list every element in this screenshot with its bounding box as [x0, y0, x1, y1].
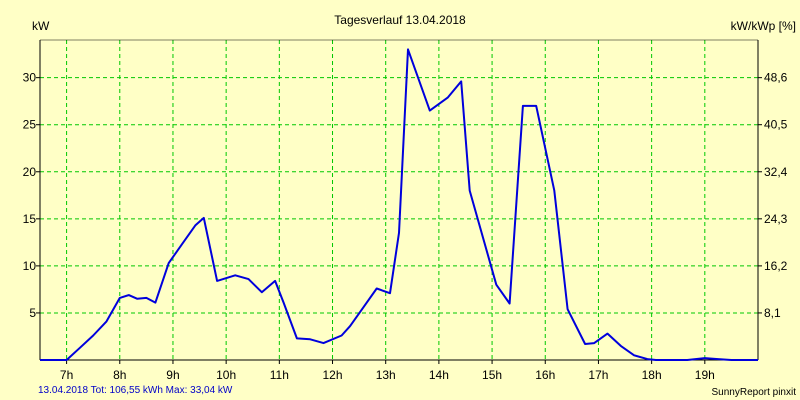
- x-tick-label: 9h: [166, 368, 179, 382]
- axes: [36, 39, 762, 364]
- y-tick-label-right: 40,5: [764, 118, 788, 132]
- plot-area: [40, 40, 758, 360]
- x-tick-label: 12h: [323, 368, 343, 382]
- y-tick-label-right: 24,3: [764, 212, 788, 226]
- y-tick-label-right: 8,1: [764, 306, 781, 320]
- y-axis-left-label: kW: [32, 19, 50, 33]
- x-tick-label: 10h: [216, 368, 236, 382]
- grid: [40, 40, 758, 360]
- x-tick-label: 7h: [60, 368, 73, 382]
- y-tick-label-right: 32,4: [764, 165, 788, 179]
- y-axis-right-label: kW/kWp [%]: [731, 19, 796, 33]
- x-tick-label: 16h: [535, 368, 555, 382]
- x-tick-label: 13h: [376, 368, 396, 382]
- series-layer: [40, 48, 758, 361]
- y-tick-label-left: 15: [23, 212, 37, 226]
- x-tick-label: 8h: [113, 368, 126, 382]
- x-tick-label: 18h: [642, 368, 662, 382]
- footer-credit: SunnyReport pinxit: [712, 387, 797, 398]
- y-tick-label-right: 48,6: [764, 71, 788, 85]
- power-series-line: [40, 48, 758, 361]
- plot-background: [40, 40, 758, 360]
- y-tick-label-left: 25: [23, 118, 37, 132]
- chart-title: Tagesverlauf 13.04.2018: [334, 13, 466, 27]
- x-tick-label: 15h: [482, 368, 502, 382]
- x-tick-label: 19h: [695, 368, 715, 382]
- y-tick-label-left: 5: [29, 306, 36, 320]
- y-tick-label-left: 30: [23, 71, 37, 85]
- x-tick-label: 14h: [429, 368, 449, 382]
- x-tick-label: 11h: [270, 368, 289, 382]
- y-tick-label-right: 16,2: [764, 259, 788, 273]
- tick-labels: 7h 8h 9h 10h 11h 12h 13h 14h 15h 16h 17h 18h 19h 5 10 1…: [23, 71, 788, 382]
- y-tick-label-left: 20: [23, 165, 37, 179]
- x-tick-label: 17h: [588, 368, 608, 382]
- y-tick-label-left: 10: [23, 259, 37, 273]
- footer-summary: 13.04.2018 Tot: 106,55 kWh Max: 33,04 kW: [38, 385, 233, 396]
